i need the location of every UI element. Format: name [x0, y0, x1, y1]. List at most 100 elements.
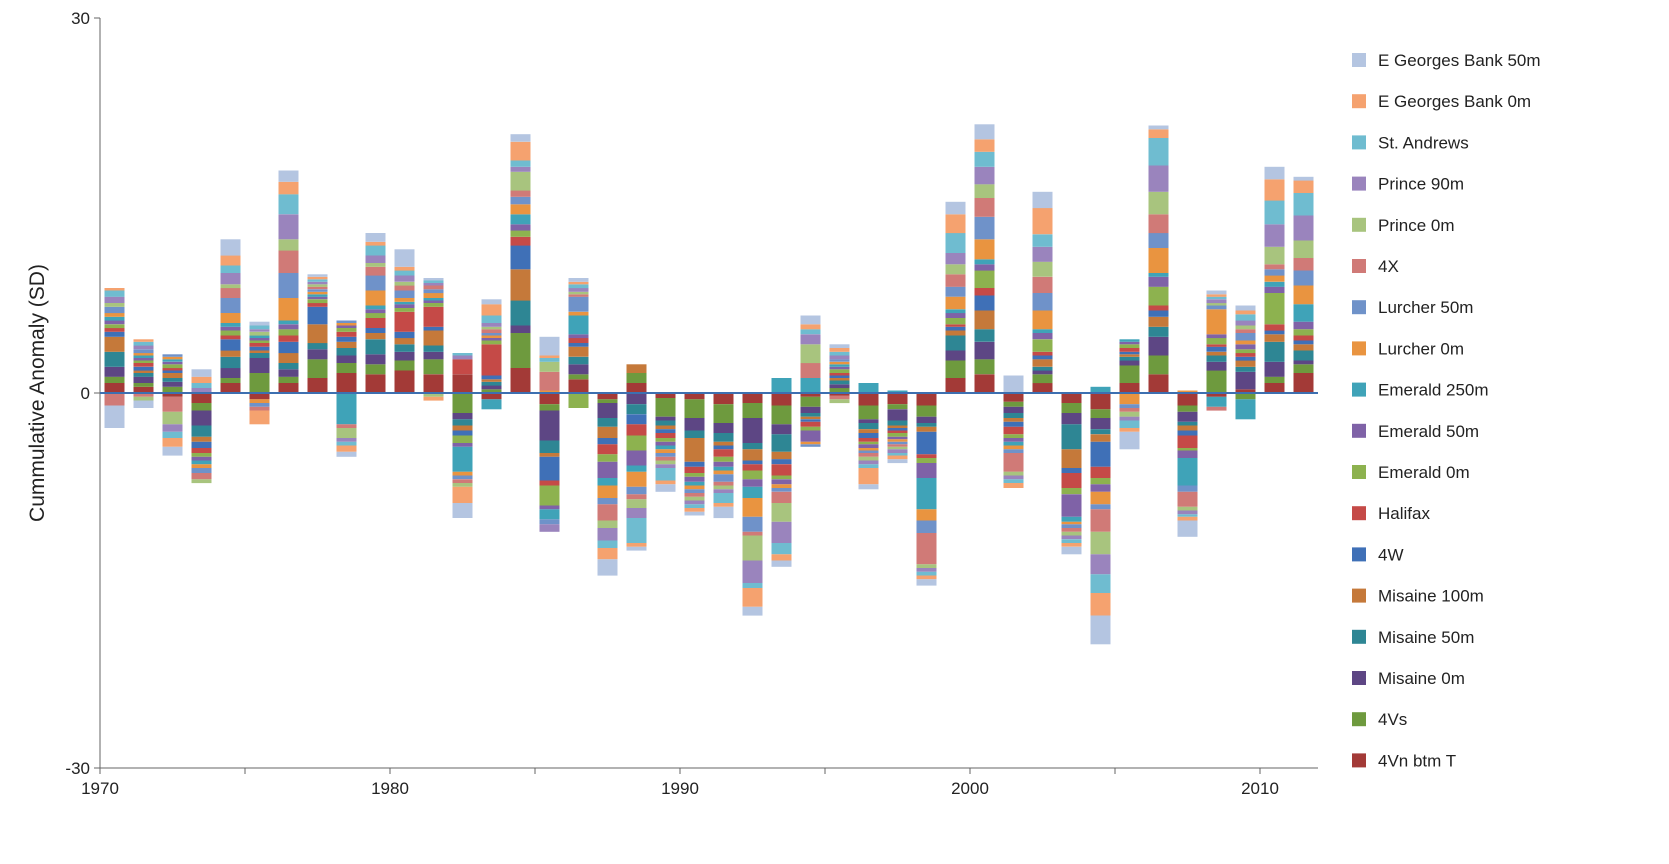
bar-segment [713, 441, 734, 446]
bar-segment [481, 335, 502, 338]
bar-segment [655, 456, 676, 461]
bar-segment [568, 393, 589, 408]
bar-segment [800, 334, 821, 345]
bar-segment [1206, 406, 1227, 411]
bar-segment [162, 364, 183, 369]
legend-label: Emerald 250m [1378, 381, 1489, 400]
bar-segment [597, 393, 618, 400]
legend-swatch [1352, 217, 1366, 232]
bar-segment [597, 528, 618, 541]
bar-segment [568, 284, 589, 289]
bar-segment [539, 519, 560, 525]
bar-segment [1206, 351, 1227, 356]
bar-segment [365, 364, 386, 375]
bar-segment [887, 455, 908, 460]
bar-segment [220, 335, 241, 340]
bar-segment [133, 396, 154, 401]
bar-segment [1177, 491, 1198, 507]
bar-segment [307, 279, 328, 282]
bar-segment [1148, 336, 1169, 356]
bar-segment [307, 281, 328, 285]
bar-segment [568, 291, 589, 295]
bar-segment [829, 369, 850, 373]
bar-segment [278, 239, 299, 251]
legend-label: 4X [1378, 257, 1399, 276]
bar-segment [307, 291, 328, 295]
bar-segment [423, 283, 444, 286]
bar-segment [655, 464, 676, 469]
bar-segment [800, 419, 821, 422]
bar-segment [1293, 344, 1314, 351]
y-tick-label: -30 [65, 759, 90, 778]
bar-segment [249, 325, 270, 330]
bar-segment [1061, 468, 1082, 473]
bar-segment [1003, 375, 1024, 393]
bar-segment [1206, 296, 1227, 300]
bar-segment [568, 296, 589, 312]
bar-segment [684, 489, 705, 494]
bar-segment [655, 393, 676, 398]
bar-segment [249, 340, 270, 343]
bar-segment [1177, 514, 1198, 517]
bar-segment [771, 434, 792, 452]
bar-segment [423, 285, 444, 290]
bar-segment [336, 393, 357, 425]
bar-segment [1177, 421, 1198, 426]
bar-segment [742, 470, 763, 480]
bar-segment [945, 233, 966, 253]
bar-segment [191, 383, 212, 388]
bar-segment [1003, 471, 1024, 476]
bar-segment [1206, 299, 1227, 304]
bar-segment [162, 411, 183, 425]
legend-label: Misaine 50m [1378, 628, 1474, 647]
bar-segment [829, 348, 850, 352]
legend-swatch [1352, 547, 1366, 562]
bar-segment [191, 425, 212, 437]
bar-segment [1119, 360, 1140, 366]
bar-segment [220, 368, 241, 378]
bar-segment [481, 379, 502, 382]
bar-segment [510, 190, 531, 197]
bar-segment [916, 568, 937, 572]
bar-segment [510, 245, 531, 270]
bar-segment [887, 393, 908, 405]
bar-segment [858, 405, 879, 420]
bar-segment [829, 364, 850, 367]
bar-segment [568, 364, 589, 375]
bar-segment [278, 383, 299, 393]
bar-segment [974, 139, 995, 152]
bar-segment [1235, 314, 1256, 321]
bar-segment [1206, 294, 1227, 297]
bar-segment [162, 359, 183, 362]
bar-segment [278, 353, 299, 363]
bar-segment [394, 308, 415, 312]
bar-segment [626, 373, 647, 383]
bar-segment [655, 433, 676, 438]
bar-segment [278, 329, 299, 336]
bar-segment [742, 393, 763, 403]
bar-segment [394, 270, 415, 276]
bar-segment [713, 393, 734, 405]
bar-segment [1206, 309, 1227, 335]
bar-segment [394, 331, 415, 339]
bar-segment [452, 443, 473, 447]
bar-segment [1061, 535, 1082, 540]
bar-segment [365, 318, 386, 328]
bar-segment [104, 296, 125, 303]
bar-segment [742, 535, 763, 561]
bar-segment [974, 295, 995, 311]
bar-segment [829, 375, 850, 378]
bar-segment [365, 333, 386, 340]
bar-segment [249, 335, 270, 338]
bar-segment [742, 464, 763, 471]
bar-segment [336, 363, 357, 373]
bar-segment [1293, 285, 1314, 305]
bar-segment [974, 264, 995, 271]
bar-segment [336, 373, 357, 393]
bar-segment [1235, 399, 1256, 420]
bar-segment [1032, 339, 1053, 352]
bar-segment [249, 410, 270, 425]
bar-segment [713, 449, 734, 457]
x-tick-label: 2000 [951, 779, 989, 798]
